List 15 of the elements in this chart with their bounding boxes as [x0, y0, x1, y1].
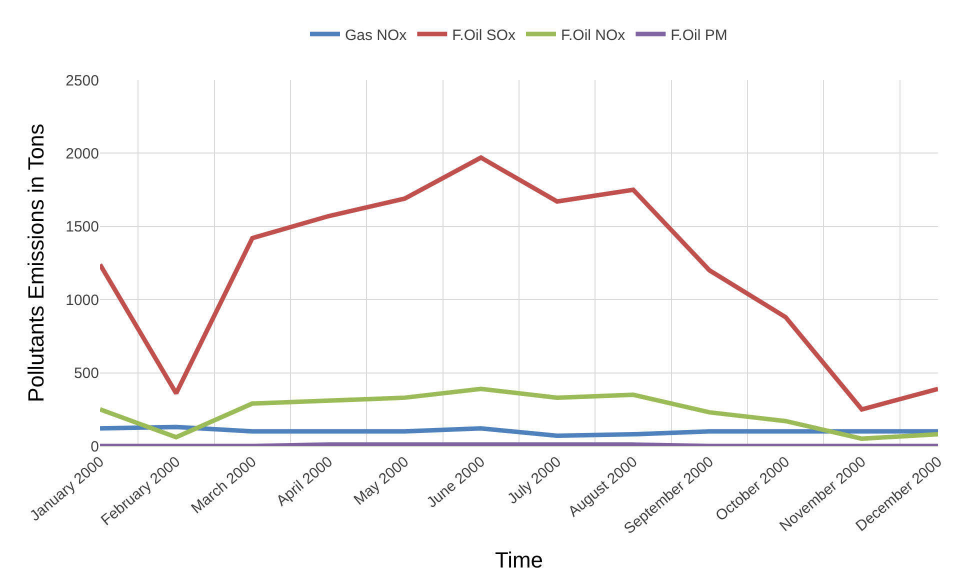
y-tick-label: 0 [90, 438, 99, 456]
legend-label: F.Oil PM [670, 26, 728, 44]
y-tick-label: 1000 [66, 292, 99, 309]
legend-label: F.Oil NOx [561, 26, 626, 44]
y-tick-label: 2500 [66, 72, 99, 90]
line-series [100, 386, 938, 441]
legend-label: Gas NOx [345, 26, 408, 44]
x-axis-title: Time [494, 548, 544, 573]
line-series [100, 155, 938, 412]
y-tick-label: 2000 [66, 145, 99, 162]
y-tick-label: 500 [74, 365, 99, 382]
line-series [100, 424, 938, 438]
y-axis-title: Pollutants Emissions in Tons [23, 124, 48, 402]
legend-label: F.Oil SOx [452, 26, 516, 44]
y-tick-label: 1500 [66, 218, 99, 236]
